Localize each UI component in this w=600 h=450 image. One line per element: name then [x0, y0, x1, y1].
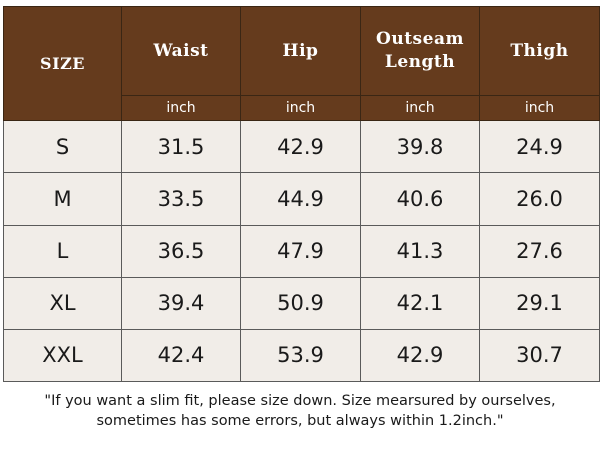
thigh-header: Thigh [479, 5, 600, 97]
thigh-cell: 29.1 [479, 276, 600, 330]
hip-header: Hip [240, 5, 361, 97]
outseam-cell: 41.3 [360, 224, 480, 278]
table-row: M 33.5 44.9 40.6 26.0 [3, 172, 600, 226]
outseam-cell: 39.8 [360, 120, 480, 174]
fit-note: "If you want a slim fit, please size dow… [0, 391, 600, 431]
waist-cell: 33.5 [121, 172, 241, 226]
size-header: SIZE [3, 5, 122, 122]
fit-note-line-2: sometimes has some errors, but always wi… [96, 413, 504, 429]
thigh-cell: 30.7 [479, 328, 600, 383]
outseam-length-header: Outseam Length [360, 5, 480, 97]
size-cell: XL [3, 276, 122, 330]
waist-cell: 36.5 [121, 224, 241, 278]
size-cell: S [3, 120, 122, 174]
size-cell: L [3, 224, 122, 278]
thigh-cell: 27.6 [479, 224, 600, 278]
unit-row: inch inch inch inch [4, 95, 600, 122]
hip-cell: 53.9 [240, 328, 361, 383]
size-cell: XXL [3, 328, 122, 383]
size-chart-table: SIZE Waist Hip Outseam Length Thigh inch… [3, 5, 600, 383]
waist-header: Waist [121, 5, 241, 97]
outseam-length-label: Outseam Length [376, 29, 464, 73]
table-row: XL 39.4 50.9 42.1 29.1 [3, 276, 600, 330]
outseam-cell: 42.9 [360, 328, 480, 383]
waist-cell: 42.4 [121, 328, 241, 383]
waist-cell: 39.4 [121, 276, 241, 330]
waist-unit: inch [121, 95, 241, 122]
table-row: S 31.5 42.9 39.8 24.9 [3, 120, 600, 174]
thigh-unit: inch [479, 95, 600, 122]
table-row: XXL 42.4 53.9 42.9 30.7 [3, 328, 600, 383]
hip-cell: 42.9 [240, 120, 361, 174]
thigh-cell: 26.0 [479, 172, 600, 226]
table-row: L 36.5 47.9 41.3 27.6 [3, 224, 600, 278]
thigh-cell: 24.9 [479, 120, 600, 174]
hip-cell: 50.9 [240, 276, 361, 330]
hip-cell: 44.9 [240, 172, 361, 226]
fit-note-line-1: "If you want a slim fit, please size dow… [44, 393, 556, 409]
header-row: SIZE Waist Hip Outseam Length Thigh [3, 5, 600, 122]
outseam-cell: 42.1 [360, 276, 480, 330]
size-cell: M [3, 172, 122, 226]
waist-cell: 31.5 [121, 120, 241, 174]
hip-cell: 47.9 [240, 224, 361, 278]
hip-unit: inch [240, 95, 361, 122]
outseam-cell: 40.6 [360, 172, 480, 226]
outseam-length-unit: inch [360, 95, 480, 122]
